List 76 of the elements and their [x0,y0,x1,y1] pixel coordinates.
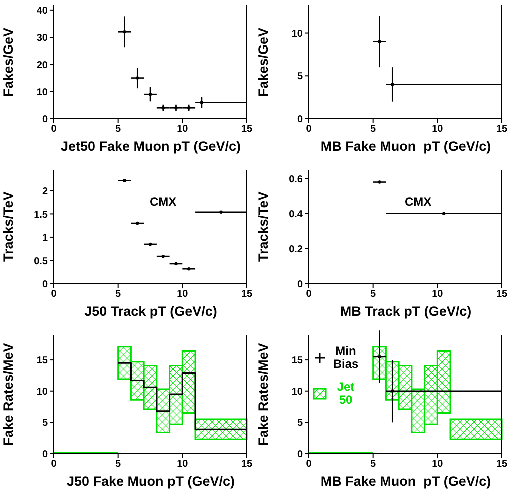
x-axis-title: J50 Track pT (GeV/c) [84,304,218,319]
x-tick-label: 10 [432,459,444,470]
point [220,210,223,214]
y-tick-label: 15 [36,356,48,367]
x-tick-label: 15 [241,289,253,300]
legend-label: Jet 50 [336,380,356,407]
y-axis-title: Fake Rates/MeV [0,342,17,448]
point [200,101,204,104]
y-tick-label: 10 [36,87,48,98]
x-tick-label: 0 [51,459,58,470]
x-tick-label: 5 [370,124,377,136]
y-tick-label: 0.4 [289,209,304,220]
point [136,222,140,226]
point [174,262,178,266]
y-tick-label: 0 [297,114,304,126]
x-tick-label: 0 [306,459,312,470]
x-tick-label: 10 [432,289,444,300]
y-tick-label: 40 [36,6,48,17]
y-tick-label: 2 [42,186,48,198]
y-tick-label: 10 [292,386,304,398]
y-axis-title: Fakes/GeV [0,26,17,99]
y-tick-label: 10 [292,28,304,40]
x-tick-label: 15 [241,459,253,470]
point [188,268,191,271]
y-tick-label: 0 [297,450,304,461]
annotation: CMX [405,195,432,209]
point [123,179,126,182]
x-tick-label: 0 [306,289,312,300]
y-tick-label: 5 [42,418,48,430]
x-tick-label: 10 [177,124,189,136]
x-tick-label: 15 [496,289,508,300]
point [148,92,152,96]
x-axis-title: J50 Fake Muon pT (GeV/c) [66,474,236,489]
x-tick-label: 0 [51,124,58,136]
point [148,242,152,246]
y-tick-label: 0 [42,114,48,126]
x-tick-label: 5 [116,124,122,136]
point [136,76,140,80]
x-axis-title: Jet50 Fake Muon pT (GeV/c) [60,139,242,154]
x-axis-title: MB Fake Muon pT (GeV/c) [320,474,492,489]
x-tick-label: 10 [177,459,189,470]
x-tick-label: 15 [241,124,253,136]
y-tick-label: 20 [36,60,48,72]
y-tick-label: 15 [292,356,304,367]
y-tick-label: 1 [42,233,48,244]
x-axis-title: MB Track pT (GeV/c) [339,304,473,319]
y-tick-label: 0.6 [289,174,304,186]
x-tick-label: 10 [177,289,189,300]
y-axis-title: Fake Rates/MeV [255,342,272,448]
y-axis-title: Fakes/GeV [255,26,272,99]
x-tick-label: 5 [370,289,377,300]
y-tick-label: 0 [42,450,48,461]
y-axis-title: Tracks/TeV [0,190,17,264]
x-tick-label: 15 [496,124,508,136]
y-axis-title: Tracks/TeV [255,190,272,264]
y-tick-label: 0 [42,280,48,291]
point [123,30,126,34]
y-tick-label: 30 [36,33,48,44]
x-axis-title: MB Fake Muon pT (GeV/c) [320,139,492,154]
x-tick-label: 10 [432,124,444,136]
x-tick-label: 5 [370,459,377,470]
y-tick-label: 0.2 [289,244,304,256]
y-tick-label: 0 [297,280,304,291]
legend-label: Min Bias [332,344,360,371]
y-tick-label: 5 [297,418,304,430]
x-tick-label: 0 [51,289,58,300]
y-tick-label: 0.5 [34,256,48,268]
x-tick-label: 5 [116,459,122,470]
x-tick-label: 15 [496,459,508,470]
point [162,254,165,258]
x-tick-label: 5 [116,289,122,300]
y-tick-label: 5 [297,72,304,83]
x-tick-label: 0 [306,124,312,136]
y-tick-label: 1.5 [34,210,48,221]
y-tick-label: 10 [36,386,48,398]
annotation: CMX [150,195,177,209]
